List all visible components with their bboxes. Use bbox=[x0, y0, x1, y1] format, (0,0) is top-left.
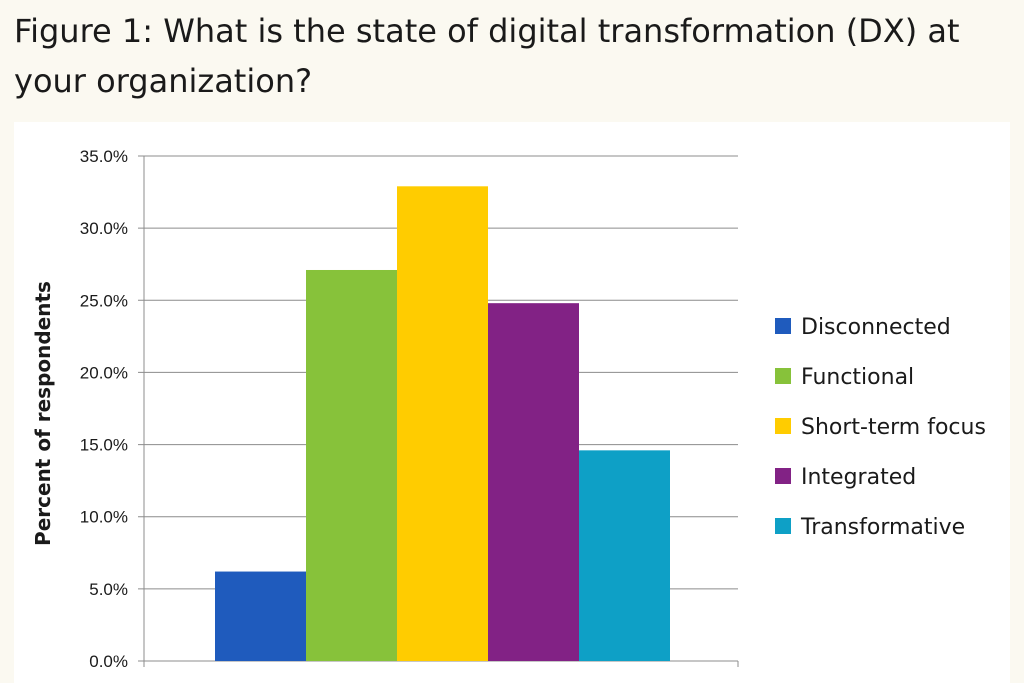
legend-swatch bbox=[775, 368, 791, 384]
legend-label: Transformative bbox=[800, 515, 965, 540]
y-tick-label: 15.0% bbox=[80, 436, 128, 455]
legend-swatch bbox=[775, 318, 791, 334]
y-tick-label: 35.0% bbox=[80, 147, 128, 166]
y-tick-label: 20.0% bbox=[80, 363, 128, 382]
legend-swatch bbox=[775, 468, 791, 484]
bar-transformative bbox=[579, 450, 670, 661]
y-tick-label: 0.0% bbox=[89, 652, 128, 671]
figure-title: Figure 1: What is the state of digital t… bbox=[14, 12, 960, 100]
legend-swatch bbox=[775, 518, 791, 534]
legend-label: Short-term focus bbox=[801, 415, 986, 440]
bar-disconnected bbox=[215, 571, 306, 661]
legend-label: Integrated bbox=[801, 465, 916, 490]
bar-short-term-focus bbox=[397, 186, 488, 662]
y-axis-label: Percent of respondents bbox=[31, 281, 55, 546]
y-tick-label: 25.0% bbox=[80, 291, 128, 310]
y-tick-label: 5.0% bbox=[89, 580, 128, 599]
bar-integrated bbox=[488, 303, 579, 661]
y-tick-label: 10.0% bbox=[80, 508, 128, 527]
y-tick-label: 30.0% bbox=[80, 219, 128, 238]
legend-label: Disconnected bbox=[801, 315, 951, 340]
legend-label: Functional bbox=[801, 365, 914, 390]
bar-functional bbox=[306, 269, 397, 661]
legend-swatch bbox=[775, 418, 791, 434]
